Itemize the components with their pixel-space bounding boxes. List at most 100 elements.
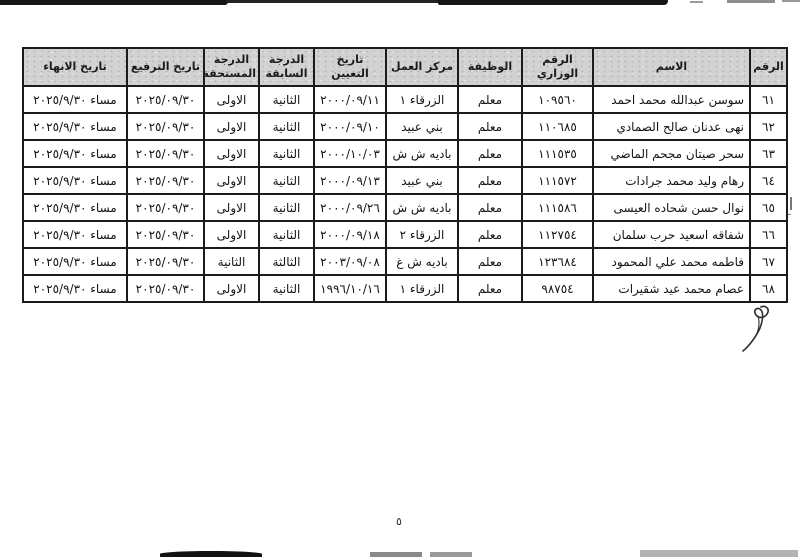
due-grade-cell: الاولى <box>203 112 260 141</box>
previous-grade-cell: الثانية <box>258 85 315 114</box>
header-termination-date: تاريخ الانهاء <box>22 47 128 87</box>
promotion-date-cell: ٢٠٢٥/٠٩/٣٠ <box>126 85 205 114</box>
previous-grade-cell: الثانية <box>258 139 315 168</box>
handwritten-signature-mark <box>742 305 769 352</box>
previous-grade-cell: الثانية <box>258 193 315 222</box>
promotion-date-cell: ٢٠٢٥/٠٩/٣٠ <box>126 166 205 195</box>
scan-edge-dash <box>727 0 775 3</box>
table-row: ٦٨ عصام محمد عيد شقيرات ٩٨٧٥٤ معلم الزرق… <box>22 274 788 303</box>
work-center-cell: بني عبيد <box>385 166 459 195</box>
scan-edge-line <box>438 0 668 5</box>
promotion-date-cell: ٢٠٢٥/٠٩/٣٠ <box>126 220 205 249</box>
ministerial-number-cell: ١١٢٧٥٤ <box>521 220 594 249</box>
ministerial-number-cell: ١٠٩٥٦٠ <box>521 85 594 114</box>
termination-date-cell: مساء ٢٠٢٥/٩/٣٠ <box>22 274 128 303</box>
termination-date-cell: مساء ٢٠٢٥/٩/٣٠ <box>22 166 128 195</box>
due-grade-cell: الاولى <box>203 220 260 249</box>
employee-name-cell: فاطمه محمد علي المحمود <box>592 247 751 276</box>
scan-edge-dash <box>782 0 800 2</box>
row-number-cell: ٦٣ <box>749 139 788 168</box>
scan-edge-dash <box>430 552 472 557</box>
promotion-date-cell: ٢٠٢٥/٠٩/٣٠ <box>126 247 205 276</box>
employee-name-cell: سحر صيتان مجحم الماضي <box>592 139 751 168</box>
row-number-cell: ٦٥ <box>749 193 788 222</box>
job-title-cell: معلم <box>457 247 523 276</box>
row-number-cell: ٦٧ <box>749 247 788 276</box>
scan-edge-line <box>0 0 228 5</box>
table-row: ٦٣ سحر صيتان مجحم الماضي ١١١٥٣٥ معلم باد… <box>22 139 788 168</box>
row-number-cell: ٦١ <box>749 85 788 114</box>
row-number-cell: ٦٦ <box>749 220 788 249</box>
header-job-title: الوظيفة <box>457 47 523 87</box>
employee-name-cell: رهام وليد محمد جرادات <box>592 166 751 195</box>
appointment-date-cell: ٢٠٠٠/٠٩/١٠ <box>313 112 387 141</box>
appointment-date-cell: ٢٠٠٠/١٠/٠٣ <box>313 139 387 168</box>
scan-speck <box>786 214 791 215</box>
promotion-date-cell: ٢٠٢٥/٠٩/٣٠ <box>126 112 205 141</box>
scan-edge-line <box>160 551 262 557</box>
table-row: ٦٤ رهام وليد محمد جرادات ١١١٥٧٢ معلم بني… <box>22 166 788 195</box>
staff-roster-table: الرقم الاسم الرقم الوزاري الوظيفة مركز ا… <box>22 47 788 303</box>
appointment-date-cell: ٢٠٠٠/٠٩/٢٦ <box>313 193 387 222</box>
work-center-cell: الزرقاء ٢ <box>385 220 459 249</box>
scan-edge-dash <box>370 552 422 557</box>
scan-edge-line <box>226 0 441 3</box>
promotion-date-cell: ٢٠٢٥/٠٩/٣٠ <box>126 139 205 168</box>
header-name: الاسم <box>592 47 751 87</box>
appointment-date-cell: ٢٠٠٠/٠٩/١١ <box>313 85 387 114</box>
header-promotion-date: تاريخ الترفيع <box>126 47 205 87</box>
appointment-date-cell: ١٩٩٦/١٠/١٦ <box>313 274 387 303</box>
termination-date-cell: مساء ٢٠٢٥/٩/٣٠ <box>22 193 128 222</box>
termination-date-cell: مساء ٢٠٢٥/٩/٣٠ <box>22 247 128 276</box>
job-title-cell: معلم <box>457 139 523 168</box>
job-title-cell: معلم <box>457 85 523 114</box>
employee-name-cell: نهى عدنان صالح الصمادي <box>592 112 751 141</box>
header-ministerial-number: الرقم الوزاري <box>521 47 594 87</box>
row-number-cell: ٦٨ <box>749 274 788 303</box>
scan-edge-dash <box>690 1 703 3</box>
previous-grade-cell: الثانية <box>258 274 315 303</box>
table-header-row: الرقم الاسم الرقم الوزاري الوظيفة مركز ا… <box>22 47 788 87</box>
work-center-cell: باديه ش ش <box>385 139 459 168</box>
job-title-cell: معلم <box>457 220 523 249</box>
job-title-cell: معلم <box>457 193 523 222</box>
appointment-date-cell: ٢٠٠٠/٠٩/١٨ <box>313 220 387 249</box>
previous-grade-cell: الثانية <box>258 220 315 249</box>
due-grade-cell: الاولى <box>203 274 260 303</box>
promotion-date-cell: ٢٠٢٥/٠٩/٣٠ <box>126 193 205 222</box>
job-title-cell: معلم <box>457 112 523 141</box>
due-grade-cell: الاولى <box>203 85 260 114</box>
work-center-cell: بني عبيد <box>385 112 459 141</box>
previous-grade-cell: الثانية <box>258 166 315 195</box>
header-row-number: الرقم <box>749 47 788 87</box>
table-body: ٦١ سوسن عبدالله محمد احمد ١٠٩٥٦٠ معلم ال… <box>22 85 788 303</box>
work-center-cell: الزرقاء ١ <box>385 85 459 114</box>
appointment-date-cell: ٢٠٠٣/٠٩/٠٨ <box>313 247 387 276</box>
table-row: ٦١ سوسن عبدالله محمد احمد ١٠٩٥٦٠ معلم ال… <box>22 85 788 114</box>
work-center-cell: الزرقاء ١ <box>385 274 459 303</box>
header-due-grade: الدرجة المستحقة <box>203 47 260 87</box>
appointment-date-cell: ٢٠٠٠/٠٩/١٣ <box>313 166 387 195</box>
table-row: ٦٥ نوال حسن شحاده العيسى ١١١٥٨٦ معلم باد… <box>22 193 788 222</box>
due-grade-cell: الاولى <box>203 193 260 222</box>
previous-grade-cell: الثالثة <box>258 247 315 276</box>
termination-date-cell: مساء ٢٠٢٥/٩/٣٠ <box>22 139 128 168</box>
job-title-cell: معلم <box>457 166 523 195</box>
employee-name-cell: شفاقه اسعيد حرب سلمان <box>592 220 751 249</box>
termination-date-cell: مساء ٢٠٢٥/٩/٣٠ <box>22 85 128 114</box>
header-previous-grade: الدرجة السابقة <box>258 47 315 87</box>
work-center-cell: باديه ش ش <box>385 193 459 222</box>
header-appointment-date: تاريخ التعيين <box>313 47 387 87</box>
due-grade-cell: الاولى <box>203 166 260 195</box>
previous-grade-cell: الثانية <box>258 112 315 141</box>
employee-name-cell: نوال حسن شحاده العيسى <box>592 193 751 222</box>
header-work-center: مركز العمل <box>385 47 459 87</box>
employee-name-cell: سوسن عبدالله محمد احمد <box>592 85 751 114</box>
table-row: ٦٢ نهى عدنان صالح الصمادي ١١٠٦٨٥ معلم بن… <box>22 112 788 141</box>
termination-date-cell: مساء ٢٠٢٥/٩/٣٠ <box>22 112 128 141</box>
row-number-cell: ٦٤ <box>749 166 788 195</box>
page-number: ٥ <box>396 515 402 528</box>
ministerial-number-cell: ١٢٣٦٨٤ <box>521 247 594 276</box>
due-grade-cell: الثانية <box>203 247 260 276</box>
